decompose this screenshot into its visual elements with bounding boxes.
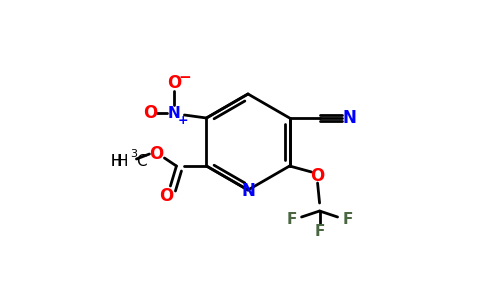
Text: H: H	[111, 154, 122, 169]
Text: O: O	[167, 74, 182, 92]
Text: H: H	[117, 154, 128, 169]
Text: F: F	[342, 212, 353, 226]
Text: O: O	[143, 104, 158, 122]
Text: +: +	[178, 115, 189, 128]
Text: −: −	[178, 70, 191, 86]
Text: H: H	[111, 154, 122, 169]
Text: N: N	[241, 182, 255, 200]
Text: O: O	[149, 145, 164, 163]
Text: C: C	[136, 154, 147, 169]
Text: N: N	[168, 106, 181, 121]
Text: O: O	[159, 187, 174, 205]
Text: F: F	[315, 224, 325, 238]
Text: F: F	[287, 212, 297, 226]
Text: 3: 3	[130, 149, 137, 159]
Text: O: O	[310, 167, 325, 185]
Text: N: N	[343, 109, 357, 127]
